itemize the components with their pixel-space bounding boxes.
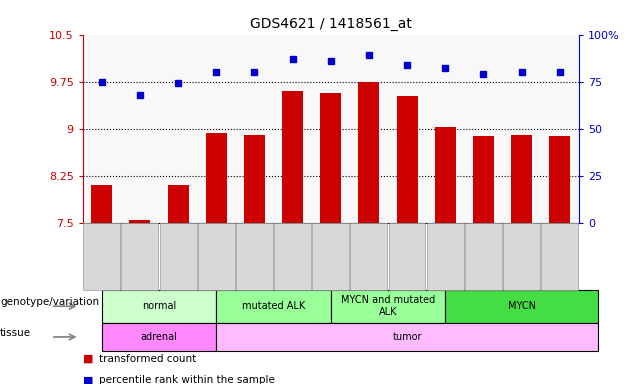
Text: GSM801626: GSM801626 bbox=[174, 231, 183, 282]
Bar bbox=[130, 220, 151, 223]
Bar bbox=[435, 127, 456, 223]
Bar bbox=[359, 82, 379, 223]
Bar bbox=[550, 136, 570, 223]
Text: MYCN: MYCN bbox=[508, 301, 536, 311]
Bar bbox=[511, 135, 532, 223]
Text: normal: normal bbox=[142, 301, 176, 311]
Text: GSM914183: GSM914183 bbox=[403, 231, 411, 282]
Text: adrenal: adrenal bbox=[141, 332, 177, 342]
Text: percentile rank within the sample: percentile rank within the sample bbox=[99, 375, 275, 384]
Text: genotype/variation: genotype/variation bbox=[0, 297, 99, 308]
Text: GSM801625: GSM801625 bbox=[135, 231, 144, 282]
Text: GSM801623: GSM801623 bbox=[555, 231, 564, 282]
Text: MYCN and mutated
ALK: MYCN and mutated ALK bbox=[341, 295, 435, 317]
Text: GSM801621: GSM801621 bbox=[479, 231, 488, 282]
Bar bbox=[321, 93, 341, 223]
Bar bbox=[473, 136, 494, 223]
Bar bbox=[92, 185, 113, 223]
Text: mutated ALK: mutated ALK bbox=[242, 301, 305, 311]
Text: ■: ■ bbox=[83, 375, 93, 384]
Text: GSM801619: GSM801619 bbox=[288, 231, 297, 282]
Bar bbox=[168, 185, 189, 223]
Text: GSM801620: GSM801620 bbox=[441, 231, 450, 282]
Bar bbox=[282, 91, 303, 223]
Text: ■: ■ bbox=[83, 354, 93, 364]
Text: GSM914182: GSM914182 bbox=[364, 231, 373, 281]
Text: GSM801622: GSM801622 bbox=[517, 231, 526, 282]
Title: GDS4621 / 1418561_at: GDS4621 / 1418561_at bbox=[250, 17, 411, 31]
Bar bbox=[397, 96, 417, 223]
Text: GSM801624: GSM801624 bbox=[97, 231, 106, 282]
Bar bbox=[244, 135, 265, 223]
Bar bbox=[206, 133, 227, 223]
Text: GSM914181: GSM914181 bbox=[326, 231, 335, 281]
Text: GSM801618: GSM801618 bbox=[250, 231, 259, 282]
Text: tumor: tumor bbox=[392, 332, 422, 342]
Text: tissue: tissue bbox=[0, 328, 31, 338]
Text: transformed count: transformed count bbox=[99, 354, 196, 364]
Text: GSM801617: GSM801617 bbox=[212, 231, 221, 282]
